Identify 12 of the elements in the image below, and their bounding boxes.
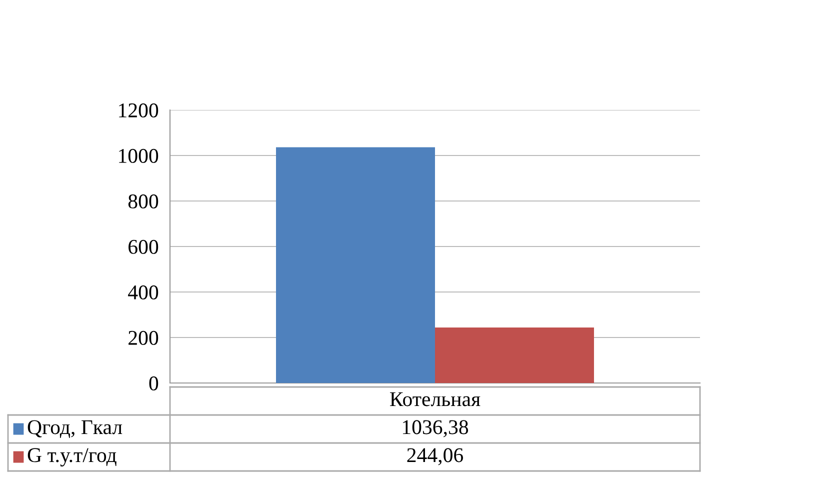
data-label: 1036,38 xyxy=(402,420,468,438)
y-tick-label: 200 xyxy=(128,330,158,345)
y-tick-label: 1000 xyxy=(119,148,158,163)
y-tick-label: 400 xyxy=(128,285,158,300)
y-tick-label: 800 xyxy=(128,194,158,208)
y-tick-label: 0 xyxy=(149,376,158,390)
x-tick-label: Котельная xyxy=(390,392,480,406)
y-tick-label: 600 xyxy=(128,240,158,254)
y-tick-label: 1200 xyxy=(119,103,158,118)
legend-label: G т.у.т/год xyxy=(28,448,116,466)
data-label: 244,06 xyxy=(407,448,464,466)
legend-label: Qгод, Гкал xyxy=(28,420,122,438)
